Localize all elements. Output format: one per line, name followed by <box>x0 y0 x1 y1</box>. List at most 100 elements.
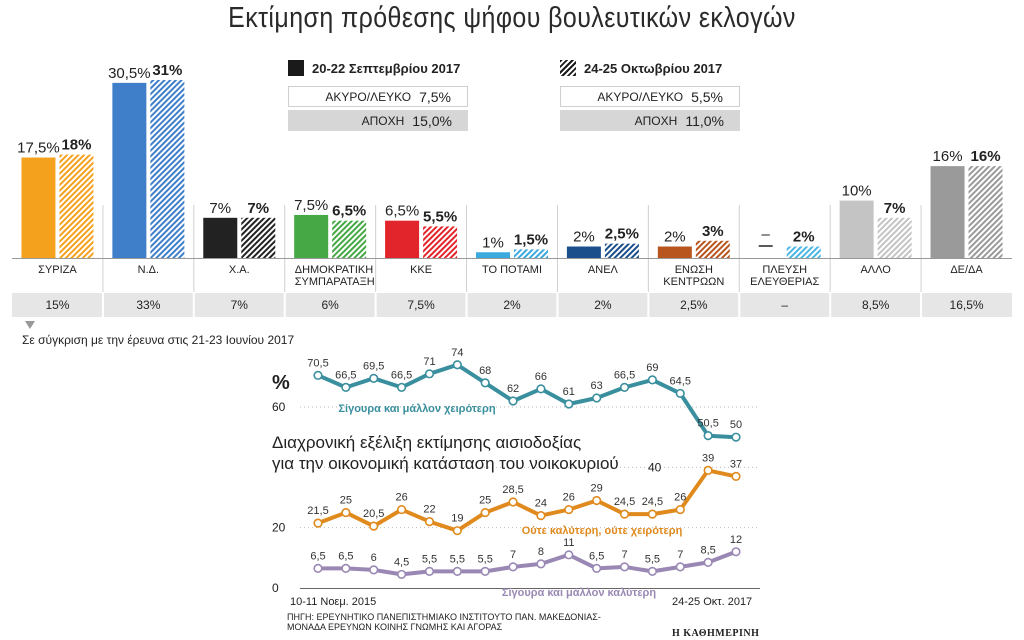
y-tick-20: 20 <box>272 521 286 535</box>
series-2-point-6 <box>480 566 490 577</box>
oct-abstention-label: ΑΠΟΧΗ <box>634 113 678 128</box>
june-value-9: 8,5% <box>861 298 890 312</box>
bar-sep-6 <box>566 246 601 258</box>
june-row-bg <box>12 293 1012 317</box>
series-1-point-3 <box>397 504 407 515</box>
series-2-label-15: 12 <box>730 534 742 546</box>
bar-oct-label-3: 6,5% <box>332 203 366 220</box>
series-1-label-4: 22 <box>423 504 435 516</box>
line-chart-title-2: για την οικονομική κατάσταση του νοικοκυ… <box>272 454 619 473</box>
bar-sep-label-7: 2% <box>664 229 686 246</box>
series-2-point-15 <box>731 547 741 557</box>
series-1-label-1: 25 <box>340 495 352 507</box>
series-1-label-10: 29 <box>591 483 603 495</box>
series-0-point-5 <box>452 360 462 370</box>
line-chart-title: Διαχρονική εξέλιξη εκτίμησης αισιοδοξίας… <box>272 432 619 474</box>
june-value-2: 7% <box>230 298 248 312</box>
sep-invalid-row: ΑΚΥΡΟ/ΛΕΥΚΟ 7,5% <box>288 86 468 107</box>
bar-sep-label-1: 30,5% <box>108 65 151 82</box>
series-1-point-6 <box>480 507 490 518</box>
june-value-7: 2,5% <box>680 298 708 312</box>
source-line-2: ΜΟΝΑΔΑ ΕΡΕΥΝΩΝ ΚΟΙΝΗΣ ΓΝΩΜΗΣ ΚΑΙ ΑΓΟΡΑΣ <box>287 622 503 632</box>
source-line-1: ΠΗΓΗ: ΕΡΕΥΝΗΤΙΚΟ ΠΑΝΕΠΙΣΤΗΜΙΑΚΟ ΙΝΣΤΙΤΟΥ… <box>287 612 601 622</box>
x-axis-end-label: 24-25 Οκτ. 2017 <box>672 596 753 608</box>
series-0-label-8: 66 <box>535 371 547 383</box>
series-2-point-4 <box>424 566 435 577</box>
series-1-point-9 <box>564 504 574 515</box>
series-2-point-0 <box>313 563 323 573</box>
legend-oct-label: 24-25 Οκτωβρίου 2017 <box>584 60 723 76</box>
y-tick-40: 40 <box>648 460 662 474</box>
series-1-point-12 <box>647 509 658 519</box>
series-1-label-15: 37 <box>730 458 742 470</box>
series-0-point-0 <box>313 370 323 380</box>
series-2-label-11: 7 <box>621 549 627 561</box>
series-1-point-13 <box>675 504 685 515</box>
june-value-1: 33% <box>136 298 161 312</box>
party-label-10: ΔΕ/ΔΑ <box>950 264 983 276</box>
series-0-point-11 <box>619 382 630 392</box>
bar-oct-label-9: 7% <box>884 200 906 217</box>
series-2-point-9 <box>564 550 574 560</box>
series-0-label-15: 50 <box>730 419 742 431</box>
oct-invalid-value: 5,5% <box>691 88 723 105</box>
bar-sep-label-10: 16% <box>933 148 963 165</box>
party-label-3: ΔΗΜΟΚΡΑΤΙΚΗ ΣΥΜΠΑΡΑΤΑΞΗ <box>294 264 375 288</box>
june-value-5: 2% <box>503 298 521 312</box>
party-label-0: ΣΥΡΙΖΑ <box>38 264 77 276</box>
series-0-label-3: 66,5 <box>391 369 412 381</box>
y-unit-label: % <box>272 372 290 394</box>
bar-oct-label-0: 18% <box>61 137 91 154</box>
june-value-3: 6% <box>321 298 339 312</box>
june-value-10: 16,5% <box>949 298 984 312</box>
series-2-label-14: 8,5 <box>700 544 715 556</box>
series-0-point-1 <box>341 382 351 392</box>
series-1-point-5 <box>452 526 462 536</box>
oct-abstention-row: ΑΠΟΧΗ 11,0% <box>560 110 740 131</box>
party-label-7: ΕΝΩΣΗ ΚΕΝΤΡΩΩΝ <box>663 264 725 288</box>
series-1-label-7: 28,5 <box>502 484 523 496</box>
bar-sep-label-9: 10% <box>842 183 872 200</box>
series-0-label-13: 64,5 <box>670 375 691 387</box>
bar-sep-1 <box>112 82 147 258</box>
bar-oct-label-10: 16% <box>971 148 1001 165</box>
series-2-label-10: 6,5 <box>589 550 604 562</box>
series-1-point-4 <box>424 517 435 527</box>
y-tick-60: 60 <box>272 400 286 414</box>
bar-oct-label-6: 2,5% <box>605 226 639 243</box>
series-1-point-7 <box>508 497 518 507</box>
series-1-point-14 <box>703 465 713 475</box>
series-2-label-5: 5,5 <box>450 553 465 565</box>
series-2-point-2 <box>369 565 379 575</box>
series-2-label-8: 8 <box>538 546 544 558</box>
series-1-label-9: 26 <box>563 492 575 504</box>
series-1-label-0: 21,5 <box>307 505 328 517</box>
bar-sep-label-3: 7,5% <box>294 197 328 214</box>
party-label-8: ΠΛΕΥΣΗ ΕΛΕΥΘΕΡΙΑΣ <box>750 264 820 288</box>
bar-sep-2 <box>203 217 238 258</box>
vote-intention-bar-chart: 17,5% 18%30,5% 31%7% 7% 7,5% 6,5% 6,5% 5,5%1% 1,… <box>12 62 1012 317</box>
series-0-point-6 <box>480 378 490 388</box>
series-2-point-14 <box>703 557 713 567</box>
bar-oct-3 <box>332 220 367 258</box>
bar-oct-label-1: 31% <box>152 62 182 79</box>
series-2-label-0: 6,5 <box>310 550 325 562</box>
party-label-6: ΑΝΕΛ <box>587 264 618 276</box>
series-1-point-2 <box>369 521 379 531</box>
oct-invalid-label: ΑΚΥΡΟ/ΛΕΥΚΟ <box>597 89 684 104</box>
line-chart-title-1: Διαχρονική εξέλιξη εκτίμησης αισιοδοξίας <box>272 433 582 452</box>
bar-sep-4 <box>385 220 420 258</box>
series-1-label-6: 25 <box>479 495 491 507</box>
series-2-label-1: 6,5 <box>338 550 353 562</box>
series-0-label-10: 63 <box>591 380 603 392</box>
series-1-point-8 <box>536 510 546 521</box>
bar-oct-1 <box>150 80 185 258</box>
series-0-label-9: 61 <box>563 386 575 398</box>
series-2-label-4: 5,5 <box>422 553 437 565</box>
series-2-label-3: 4,5 <box>394 556 409 568</box>
series-0-label-5: 74 <box>451 347 463 359</box>
series-0-point-14 <box>703 431 713 441</box>
legend-solid-swatch <box>288 60 304 76</box>
series-1-label-13: 26 <box>674 492 686 504</box>
series-1-label-8: 24 <box>535 498 547 510</box>
